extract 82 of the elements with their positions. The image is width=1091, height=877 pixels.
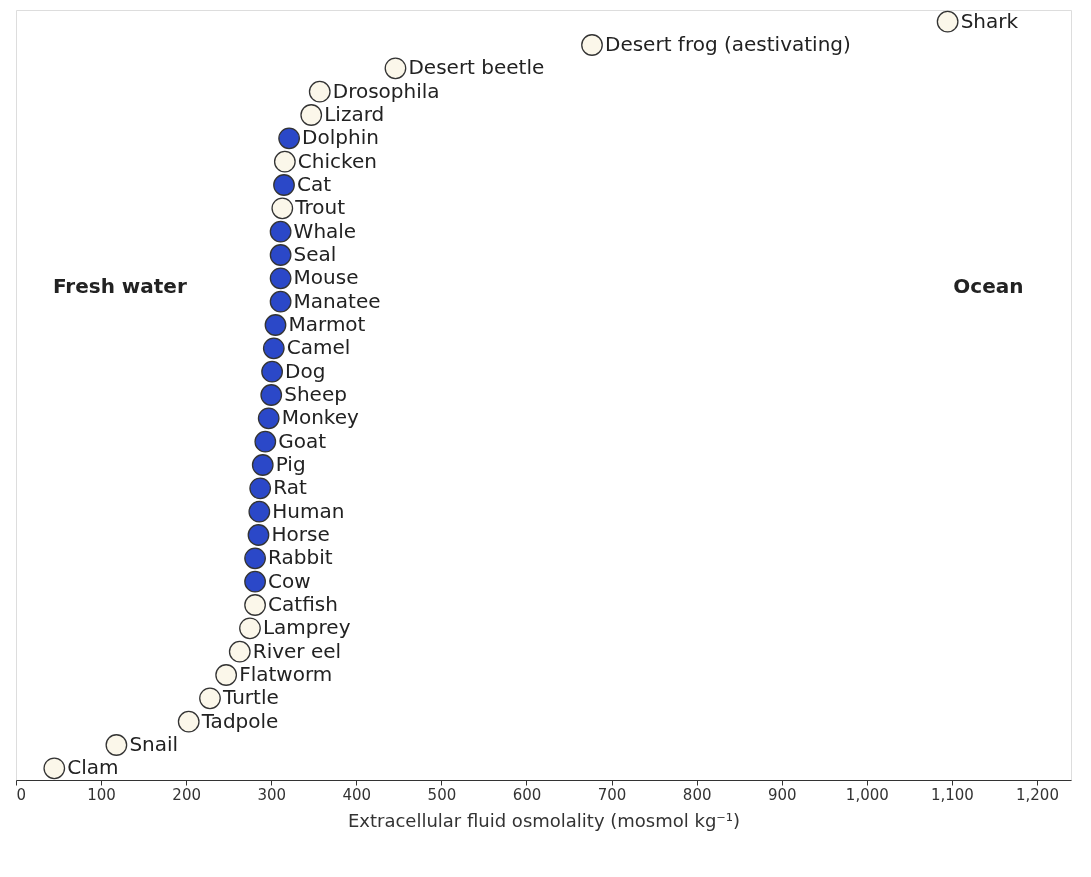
y-tick-label: Sheep bbox=[284, 382, 347, 406]
x-tick-label: 400 bbox=[342, 785, 372, 804]
y-tick-label: Marmot bbox=[288, 312, 366, 336]
y-tick-label: Goat bbox=[278, 428, 327, 453]
point bbox=[261, 360, 283, 383]
point bbox=[936, 10, 959, 33]
y-tick-label: Monkey bbox=[281, 405, 360, 430]
y-tick-label: Rabbit bbox=[268, 545, 333, 570]
x-tick-label: 600 bbox=[512, 785, 542, 804]
y-tick-label: Cat bbox=[297, 172, 332, 196]
y-tick-label: Drosophila bbox=[332, 78, 440, 103]
y-tick-label: Clam bbox=[67, 755, 119, 780]
y-tick-label: Horse bbox=[271, 522, 330, 546]
point bbox=[264, 314, 287, 336]
annotation: Ocean bbox=[953, 274, 1024, 299]
point bbox=[384, 57, 407, 80]
x-tick-label: 1,000 bbox=[845, 785, 889, 804]
x-axis-title: Extracellular fluid osmolality (mosmol kg⁻¹) bbox=[347, 809, 741, 831]
x-tick-label: 100 bbox=[87, 785, 116, 804]
point bbox=[308, 80, 331, 103]
point bbox=[273, 150, 296, 173]
point bbox=[257, 407, 280, 430]
point bbox=[251, 454, 274, 476]
x-tick-label: 700 bbox=[597, 785, 627, 804]
y-tick-label: Tadpole bbox=[200, 708, 279, 733]
y-tick-label: Lizard bbox=[324, 102, 385, 126]
point bbox=[254, 430, 277, 453]
x-tick-label: 0 bbox=[16, 785, 27, 804]
point bbox=[269, 220, 292, 243]
y-tick-label: Seal bbox=[293, 242, 337, 266]
point bbox=[269, 244, 292, 266]
point bbox=[271, 197, 294, 220]
point bbox=[199, 687, 221, 710]
point bbox=[244, 570, 266, 593]
point bbox=[249, 477, 272, 500]
point bbox=[239, 617, 261, 640]
point bbox=[247, 524, 270, 546]
point bbox=[278, 127, 301, 150]
point bbox=[581, 34, 603, 56]
x-tick-label: 900 bbox=[767, 785, 797, 804]
y-tick-label: Snail bbox=[129, 732, 179, 756]
y-tick-label: River eel bbox=[252, 638, 342, 663]
y-tick-label: Manatee bbox=[293, 288, 381, 313]
point bbox=[244, 547, 266, 570]
y-tick-label: Chicken bbox=[297, 148, 377, 173]
point bbox=[228, 640, 251, 663]
point bbox=[269, 290, 292, 313]
annotation: Fresh water bbox=[52, 274, 187, 299]
y-tick-label: Trout bbox=[294, 195, 346, 220]
y-tick-label: Dog bbox=[285, 358, 326, 383]
y-tick-label: Mouse bbox=[293, 265, 359, 290]
y-tick-label: Catfish bbox=[268, 592, 338, 616]
x-tick-label: 1,100 bbox=[930, 785, 974, 804]
x-tick-label: 300 bbox=[257, 785, 287, 804]
y-tick-label: Lamprey bbox=[262, 615, 351, 640]
x-tick-label: 200 bbox=[172, 785, 201, 804]
x-tick-label: 500 bbox=[427, 785, 457, 804]
y-tick-label: Pig bbox=[275, 452, 306, 476]
point bbox=[43, 757, 66, 780]
point bbox=[273, 174, 295, 196]
y-tick-label: Desert beetle bbox=[408, 55, 545, 80]
y-tick-label: Turtle bbox=[221, 685, 279, 710]
point bbox=[105, 734, 128, 756]
y-tick-label: Cow bbox=[268, 568, 311, 593]
x-tick-label: 1,200 bbox=[1015, 785, 1059, 804]
point bbox=[248, 500, 271, 523]
y-tick-label: Desert frog (aestivating) bbox=[605, 32, 851, 56]
point bbox=[244, 594, 266, 616]
x-tick-label: 800 bbox=[682, 785, 712, 804]
point bbox=[300, 104, 323, 126]
y-tick-label: Dolphin bbox=[302, 125, 379, 150]
y-tick-label: Rat bbox=[273, 475, 307, 500]
point bbox=[260, 384, 283, 406]
y-tick-label: Whale bbox=[293, 218, 357, 243]
y-tick-label: Shark bbox=[960, 8, 1019, 33]
point bbox=[262, 337, 285, 360]
y-tick-label: Human bbox=[272, 498, 345, 523]
y-tick-label: Camel bbox=[286, 335, 351, 360]
point bbox=[177, 710, 200, 733]
y-tick-label: Flatworm bbox=[239, 662, 333, 686]
point bbox=[215, 664, 238, 686]
point bbox=[269, 267, 292, 290]
